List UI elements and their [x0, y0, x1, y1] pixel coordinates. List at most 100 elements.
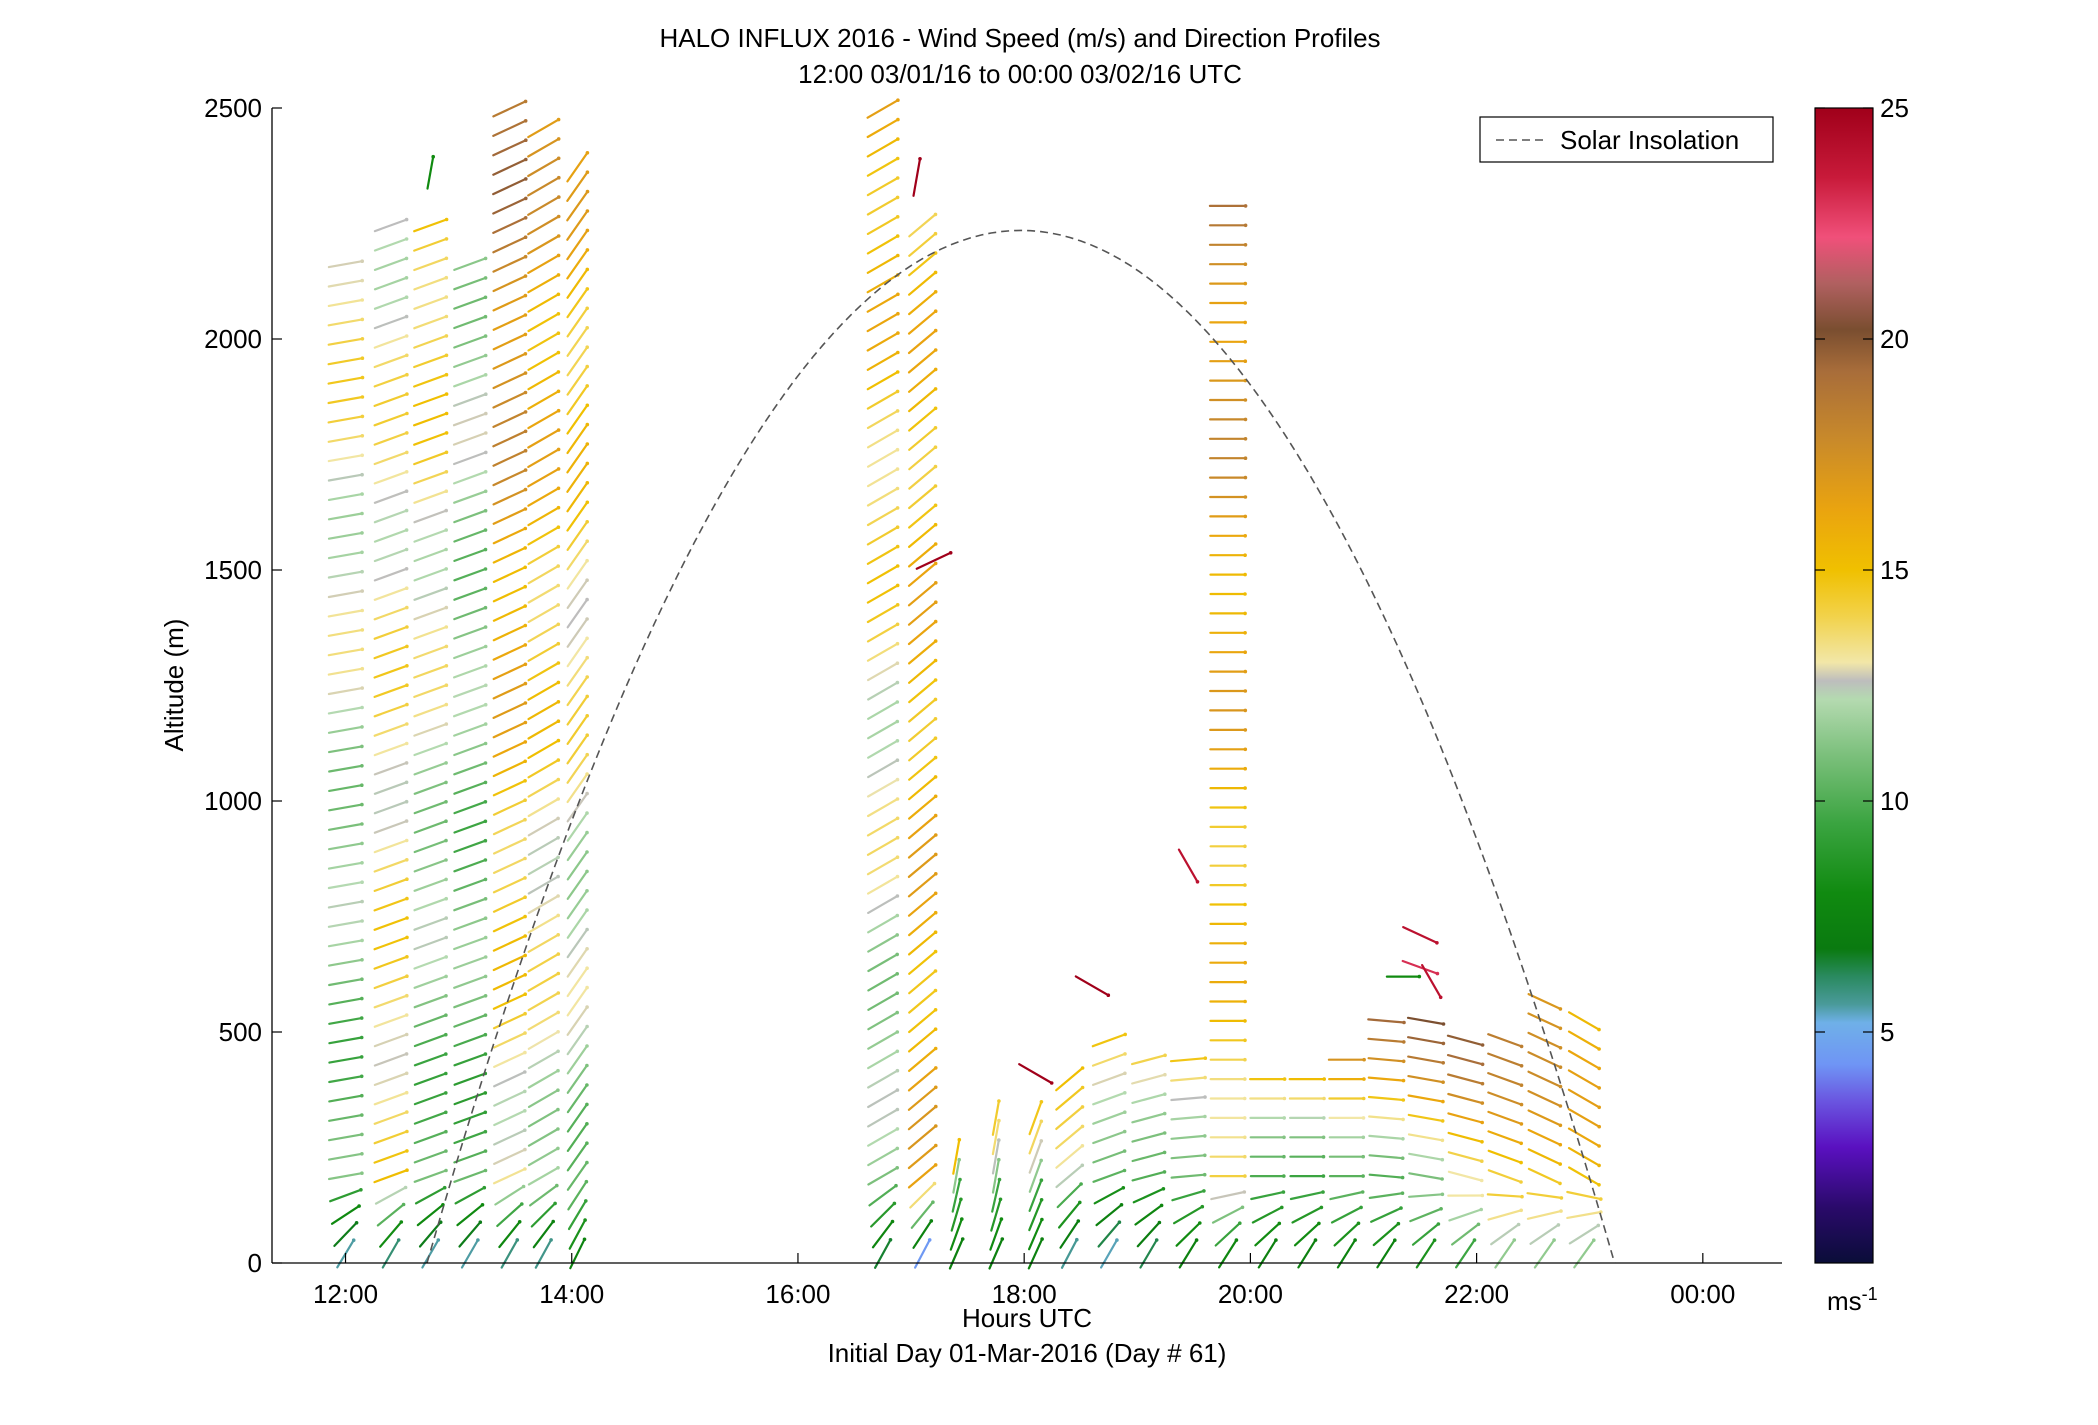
- wind-barb-head: [359, 1016, 364, 1020]
- wind-barb: [327, 395, 364, 405]
- wind-barb: [1368, 1134, 1405, 1140]
- wind-barb: [492, 740, 527, 758]
- wind-barb-head: [1078, 1200, 1082, 1205]
- wind-barb: [1055, 1144, 1084, 1169]
- wind-barb: [867, 720, 899, 740]
- wind-barb: [373, 431, 408, 446]
- wind-barb-head: [556, 447, 561, 452]
- wind-barb: [907, 1163, 937, 1189]
- wind-barb-head: [1280, 1205, 1284, 1210]
- wind-barb: [527, 914, 560, 934]
- wind-barb: [1446, 1034, 1484, 1047]
- wind-barb-head: [405, 702, 409, 707]
- wind-barb-head: [895, 758, 900, 762]
- wind-barb: [908, 756, 937, 781]
- wind-barb: [453, 800, 487, 815]
- wind-barb-head: [1321, 1135, 1326, 1140]
- wind-barb-head: [895, 816, 900, 821]
- wind-barb: [1447, 1151, 1483, 1163]
- wind-barb: [866, 118, 900, 139]
- wind-barb-head: [958, 1177, 962, 1182]
- wind-barb: [327, 473, 364, 482]
- wind-barb-head: [585, 151, 590, 155]
- wind-barb-head: [404, 567, 409, 571]
- wind-barb-head: [585, 1044, 589, 1048]
- wind-barb: [453, 684, 487, 698]
- wind-barb: [866, 545, 899, 565]
- wind-barb: [1567, 1069, 1601, 1090]
- wind-barb-head: [585, 442, 590, 446]
- wind-barb-head: [1519, 1044, 1524, 1049]
- wind-barb-head: [404, 780, 409, 785]
- wind-barb: [453, 742, 487, 757]
- wind-barb-head: [523, 390, 528, 395]
- wind-barb: [1368, 1192, 1404, 1200]
- wind-barb: [527, 894, 560, 915]
- wind-barb: [566, 714, 589, 746]
- wind-barb: [373, 684, 408, 699]
- wind-barb: [492, 294, 527, 312]
- wind-barb: [492, 973, 527, 991]
- wind-barb: [566, 365, 589, 396]
- wind-barb: [373, 548, 408, 563]
- wind-barb-head: [405, 1110, 409, 1114]
- wind-barb: [1411, 1222, 1440, 1246]
- colorbar-ticks: 5 10 15 20 25: [1815, 93, 1909, 1047]
- wind-barb: [527, 661, 560, 682]
- wind-barb: [908, 950, 937, 975]
- wind-barb-head: [359, 1074, 364, 1079]
- wind-barb: [866, 138, 899, 158]
- wind-barb-head: [1313, 1238, 1318, 1242]
- wind-barb: [566, 831, 589, 862]
- wind-barb: [527, 1089, 560, 1109]
- wind-barb-head: [895, 1088, 900, 1092]
- wind-barb: [566, 753, 589, 784]
- wind-barb: [530, 1202, 557, 1228]
- wind-barb-head: [360, 259, 365, 264]
- wind-barb: [374, 1186, 407, 1205]
- wind-barb: [493, 1090, 526, 1107]
- wind-barb-head: [484, 392, 488, 397]
- wind-barb: [413, 955, 448, 970]
- wind-barb-head: [556, 1107, 560, 1112]
- wind-barb-head: [360, 861, 364, 865]
- wind-barb: [1567, 1030, 1601, 1051]
- wind-barb: [327, 570, 364, 579]
- wind-barb: [566, 579, 589, 610]
- wind-barb: [373, 393, 408, 407]
- colorbar-unit: ms-1: [1827, 1284, 1878, 1316]
- wind-barb-head: [1356, 1221, 1361, 1226]
- wind-barb-isolated-head: [1195, 880, 1200, 884]
- wind-barb: [566, 1103, 589, 1133]
- wind-barb-head: [997, 1157, 1001, 1162]
- wind-barb: [413, 528, 448, 543]
- wind-barb-head: [1480, 1193, 1485, 1198]
- wind-barb: [1131, 1112, 1166, 1124]
- wind-barb-head: [931, 1200, 935, 1204]
- wind-barb-head: [1203, 1114, 1207, 1119]
- wind-barb: [527, 1011, 560, 1031]
- wind-barb-head: [1079, 1182, 1083, 1186]
- wind-barb-head: [523, 953, 527, 958]
- wind-barb: [566, 326, 589, 357]
- wind-barb: [907, 1066, 937, 1092]
- wind-barb: [867, 739, 899, 759]
- wind-barb-head: [1432, 1238, 1437, 1242]
- wind-barb: [413, 276, 448, 291]
- wind-barb-head: [556, 137, 561, 141]
- wind-barb: [527, 234, 560, 255]
- wind-barb: [991, 1178, 1001, 1213]
- wind-barb-head: [523, 1089, 527, 1094]
- wind-barb: [867, 1108, 899, 1128]
- wind-barb: [866, 176, 899, 197]
- wind-barb-head: [1597, 1047, 1601, 1051]
- wind-barb: [492, 896, 527, 913]
- wind-barb: [867, 1088, 899, 1109]
- wind-barb-head: [933, 445, 938, 450]
- wind-barb-head: [896, 253, 900, 258]
- wind-barb-head: [444, 761, 448, 765]
- wind-barb-head: [556, 661, 561, 665]
- wind-barb: [1409, 1207, 1443, 1223]
- wind-barb: [413, 858, 448, 873]
- wind-barb-head: [556, 350, 561, 355]
